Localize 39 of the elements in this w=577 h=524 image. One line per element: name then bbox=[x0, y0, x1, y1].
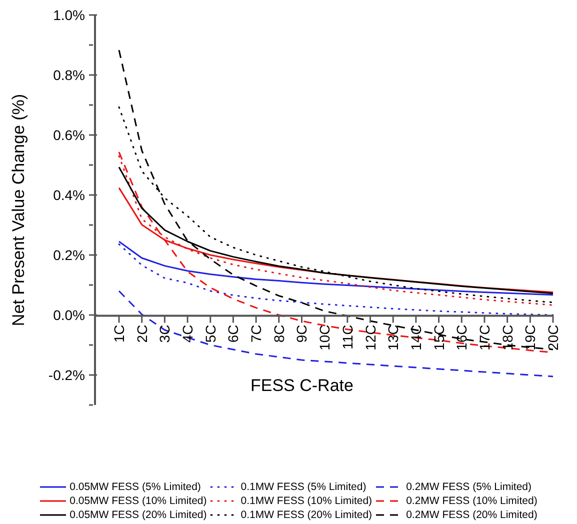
x-tick-label: 14C bbox=[408, 324, 424, 350]
legend-label: 0.05MW FESS (20% Limited) bbox=[70, 509, 207, 521]
legend-label: 0.2MW FESS (20% Limited) bbox=[406, 509, 538, 521]
x-tick-label: 4C bbox=[180, 324, 196, 343]
line-series bbox=[118, 243, 554, 316]
legend-label: 0.2MW FESS (5% Limited) bbox=[406, 481, 532, 493]
x-tick-label: 10C bbox=[316, 324, 333, 350]
y-tick-label: 0.2% bbox=[53, 247, 85, 263]
y-tick-label: 0.4% bbox=[53, 187, 85, 203]
legend-label: 0.1MW FESS (5% Limited) bbox=[240, 481, 366, 493]
y-tick-label: 1.0% bbox=[53, 7, 85, 23]
x-tick-label: 12C bbox=[362, 324, 378, 350]
x-tick-label: 9C bbox=[294, 324, 310, 343]
y-tick-label: 0.6% bbox=[53, 127, 85, 143]
x-tick-label: 17C bbox=[476, 324, 492, 350]
x-tick-label: 7C bbox=[248, 324, 264, 343]
x-tick-label: 20C bbox=[545, 324, 561, 350]
x-axis-title: FESS C-Rate bbox=[250, 376, 354, 395]
y-axis-title: Net Present Value Change (%) bbox=[9, 94, 28, 326]
x-tick-label: 6C bbox=[225, 324, 242, 343]
x-tick-label: 18C bbox=[499, 324, 516, 350]
x-tick-label: 13C bbox=[385, 324, 402, 350]
x-tick-label: 19C bbox=[522, 324, 538, 350]
x-tick-label: 3C bbox=[156, 324, 173, 343]
y-tick-label: 0.0% bbox=[53, 307, 85, 323]
x-tick-label: 5C bbox=[202, 324, 218, 343]
legend-label: 0.2MW FESS (10% Limited) bbox=[406, 495, 538, 507]
x-tick-label: 15C bbox=[430, 324, 447, 350]
x-tick-label: 8C bbox=[270, 324, 287, 343]
y-tick-label: 0.8% bbox=[53, 67, 85, 83]
y-tick-label: -0.2% bbox=[48, 367, 85, 383]
legend-label: 0.1MW FESS (20% Limited) bbox=[240, 509, 372, 521]
x-tick-label: 2C bbox=[134, 324, 150, 343]
legend-label: 0.1MW FESS (10% Limited) bbox=[240, 495, 372, 507]
x-tick-label: 11C bbox=[339, 324, 356, 350]
x-tick-label: 1C bbox=[111, 324, 127, 343]
x-tick-label: 16C bbox=[454, 324, 470, 350]
legend-label: 0.05MW FESS (5% Limited) bbox=[70, 481, 201, 493]
legend-label: 0.05MW FESS (10% Limited) bbox=[70, 495, 207, 507]
